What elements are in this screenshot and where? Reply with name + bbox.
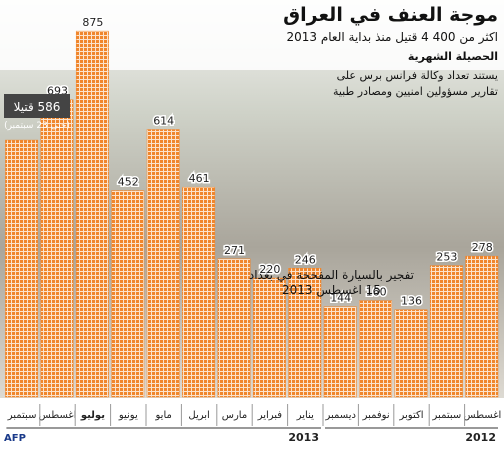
label-box: [4, 94, 70, 118]
x-tick-label: اكتوبر: [398, 410, 423, 421]
x-tick-label: ابريل: [188, 410, 209, 421]
bar: [429, 265, 463, 398]
note: يستند تعداد وكالة فرانس برس على تقارير م…: [332, 69, 498, 98]
annotation-date: 15 اغسطس 2013: [281, 283, 381, 297]
credit: AFP: [4, 433, 26, 444]
bar: [217, 258, 251, 398]
value-note: (حتى 23 سبتمبر): [4, 121, 70, 131]
x-tick-label: نوفمبر: [362, 410, 390, 421]
value-label: 875: [82, 16, 103, 29]
x-tick-label: اغسطس: [39, 410, 77, 421]
x-tick-label: ديسمبر: [324, 410, 355, 421]
x-tick-label: يناير: [296, 410, 314, 421]
year-label: 2013: [288, 431, 319, 444]
annotation-text: تفجير بالسيارة المفخخة في بغداد: [248, 268, 414, 282]
bar: [394, 309, 428, 398]
value-label: 614: [153, 115, 174, 128]
bar: [288, 268, 322, 398]
x-tick-label: سبتمبر: [432, 410, 462, 421]
x-tick-label: مارس: [222, 410, 247, 421]
bar: [146, 129, 180, 398]
bar: [359, 300, 393, 398]
value-label: 461: [189, 172, 210, 185]
value-label: 586 قتيلا: [14, 100, 61, 114]
x-tick-label: يونيو: [118, 410, 138, 421]
value-label: 144: [330, 292, 351, 305]
value-label: 160: [366, 286, 387, 299]
bar: [40, 99, 74, 398]
bar: [5, 139, 39, 398]
bar: [252, 277, 286, 398]
value-label: 220: [259, 263, 280, 276]
bar: [323, 306, 357, 398]
value-label: 452: [118, 176, 139, 189]
value-label: 246: [295, 253, 316, 266]
bar: [111, 190, 145, 398]
x-tick-label: مايو: [155, 410, 172, 421]
value-label: 278: [472, 241, 493, 254]
value-label: 136: [401, 295, 422, 308]
bar: [75, 30, 109, 398]
annotation: تفجير بالسيارة المفخخة في بغداد 15 اغسطس…: [249, 268, 414, 298]
bar: [182, 186, 216, 398]
x-tick-label: فبراير: [257, 410, 283, 421]
x-tick-label: يوليو: [80, 410, 105, 421]
x-tick-label: سبتمبر: [7, 410, 37, 421]
section-title: الحصيلة الشهرية: [407, 50, 498, 63]
title: موجة العنف في العراق: [283, 4, 498, 26]
value-label: 271: [224, 244, 245, 257]
year-label: 2012: [465, 431, 496, 444]
value-label: 253: [436, 251, 457, 264]
x-tick-label: اغسطس: [463, 410, 501, 421]
bar: [465, 255, 499, 398]
subtitle: اكثر من 400 4 قتيل منذ بداية العام 2013: [286, 30, 498, 44]
